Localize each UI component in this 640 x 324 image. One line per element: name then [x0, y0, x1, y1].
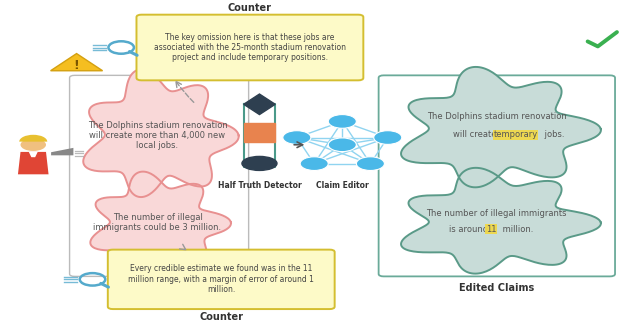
Text: !: !	[74, 59, 79, 72]
Ellipse shape	[242, 156, 277, 170]
Polygon shape	[29, 152, 38, 157]
Circle shape	[328, 115, 356, 128]
FancyBboxPatch shape	[244, 123, 275, 142]
Text: Claim Editor: Claim Editor	[316, 180, 369, 190]
Circle shape	[283, 131, 311, 145]
Circle shape	[20, 139, 46, 151]
Text: temporary: temporary	[493, 130, 538, 139]
Text: Half Truth Detector: Half Truth Detector	[218, 180, 301, 190]
Text: The number of illegal immigrants: The number of illegal immigrants	[426, 209, 567, 218]
Text: jobs.: jobs.	[541, 130, 564, 139]
FancyBboxPatch shape	[136, 15, 364, 80]
Text: The number of illegal
immigrants could be 3 million.: The number of illegal immigrants could b…	[93, 213, 221, 232]
Text: The key omission here is that these jobs are
associated with the 25-month stadiu: The key omission here is that these jobs…	[154, 33, 346, 63]
Polygon shape	[401, 168, 601, 274]
Wedge shape	[19, 135, 47, 142]
Text: 11: 11	[486, 225, 496, 234]
Circle shape	[300, 157, 328, 170]
Text: is around: is around	[449, 225, 490, 234]
Polygon shape	[51, 148, 74, 155]
FancyBboxPatch shape	[70, 75, 248, 276]
Polygon shape	[244, 94, 275, 115]
Circle shape	[374, 131, 402, 145]
Text: Counter: Counter	[228, 4, 272, 13]
Text: Edited Claims: Edited Claims	[460, 283, 534, 293]
Text: Claims: Claims	[141, 283, 177, 293]
Text: million.: million.	[500, 225, 533, 234]
Text: Counter: Counter	[199, 312, 243, 322]
Text: The Dolphins stadium renovation: The Dolphins stadium renovation	[427, 112, 566, 121]
FancyBboxPatch shape	[379, 75, 615, 276]
Circle shape	[356, 157, 385, 170]
Polygon shape	[18, 152, 49, 174]
Polygon shape	[51, 53, 102, 71]
Polygon shape	[83, 69, 239, 197]
FancyBboxPatch shape	[108, 249, 335, 309]
Circle shape	[328, 138, 356, 152]
Text: Every credible estimate we found was in the 11
million range, with a margin of e: Every credible estimate we found was in …	[128, 264, 314, 294]
Polygon shape	[401, 67, 601, 187]
Text: The Dolphins stadium renovation
will create more than 4,000 new
local jobs.: The Dolphins stadium renovation will cre…	[88, 121, 227, 150]
Polygon shape	[90, 172, 231, 270]
Text: will create: will create	[453, 130, 499, 139]
